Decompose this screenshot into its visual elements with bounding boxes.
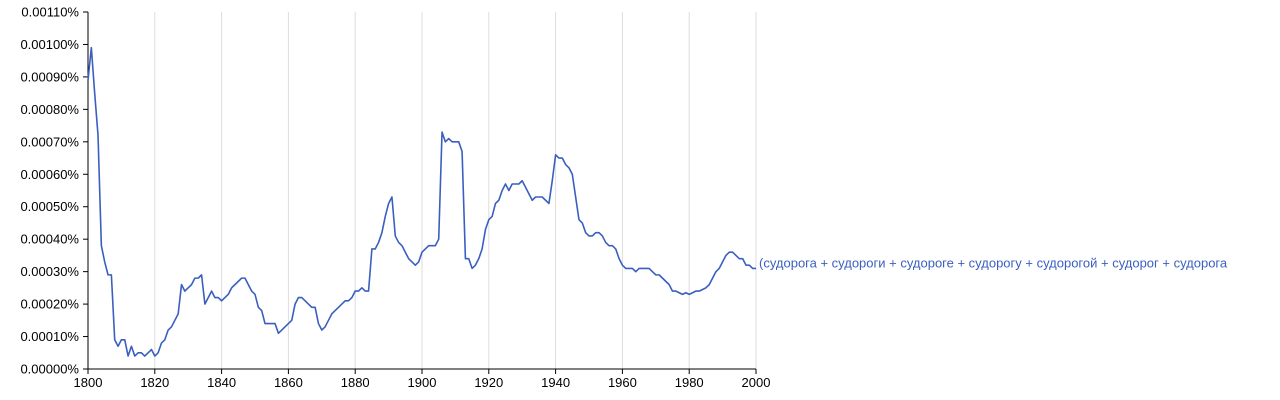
y-tick-label-0: 0.00000% [20, 362, 79, 377]
x-tick-label-1980: 1980 [675, 375, 704, 390]
vertical-gridlines [154, 12, 757, 369]
x-tick-label-1860: 1860 [274, 375, 303, 390]
y-tick-label-7: 0.00070% [20, 134, 79, 149]
x-tick-label-1820: 1820 [140, 375, 169, 390]
x-axis-ticks: 1800 1820 1840 1860 1880 1900 1920 1940 1960 1980… [74, 369, 771, 390]
x-tick-label-1900: 1900 [408, 375, 437, 390]
x-tick-label-1960: 1960 [608, 375, 637, 390]
y-tick-label-10: 0.00100% [20, 37, 79, 52]
y-tick-label-3: 0.00030% [20, 264, 79, 279]
y-axis-ticks: 0.00000% 0.00010% 0.00020% 0.00030% 0.00040%… [20, 5, 88, 377]
y-tick-label-6: 0.00060% [20, 167, 79, 182]
y-tick-label-9: 0.00090% [20, 69, 79, 84]
y-tick-label-4: 0.00040% [20, 232, 79, 247]
x-tick-label-2000: 2000 [742, 375, 771, 390]
series-line[interactable] [87, 46, 756, 357]
x-tick-label-1920: 1920 [474, 375, 503, 390]
x-tick-label-1880: 1880 [341, 375, 370, 390]
x-tick-label-1840: 1840 [207, 375, 236, 390]
y-tick-label-5: 0.00050% [20, 199, 79, 214]
y-tick-label-8: 0.00080% [20, 102, 79, 117]
y-tick-label-11: 0.00110% [21, 5, 79, 20]
x-tick-label-1800: 1800 [74, 375, 103, 390]
series-label[interactable]: (судорога + судороги + судороге + судоро… [759, 255, 1228, 270]
series: (судорога + судороги + судороге + судоро… [87, 46, 1228, 357]
y-tick-label-2: 0.00020% [20, 297, 79, 312]
x-tick-label-1940: 1940 [541, 375, 570, 390]
y-tick-label-1: 0.00010% [20, 329, 79, 344]
